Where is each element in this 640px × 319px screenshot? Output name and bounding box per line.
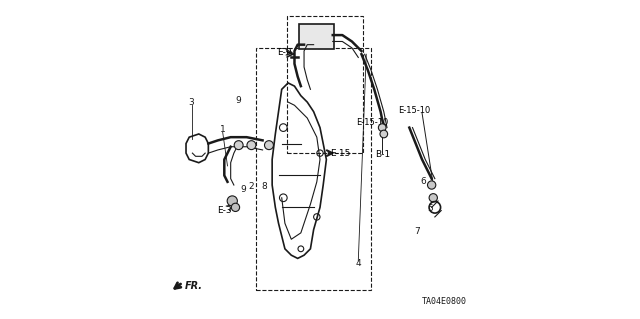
Text: 9: 9 <box>241 185 246 194</box>
Text: 5: 5 <box>427 204 433 213</box>
Text: E-15: E-15 <box>330 149 351 158</box>
Text: 4: 4 <box>355 259 361 268</box>
Text: E-3: E-3 <box>217 206 232 215</box>
Text: E-15-10: E-15-10 <box>356 118 388 127</box>
Bar <box>256 48 371 290</box>
Text: E-9: E-9 <box>277 48 292 57</box>
Text: B-1: B-1 <box>374 150 390 159</box>
Circle shape <box>247 141 256 150</box>
Text: 2: 2 <box>248 182 254 191</box>
Text: 1: 1 <box>220 125 225 134</box>
Circle shape <box>380 130 388 138</box>
Circle shape <box>378 124 386 131</box>
Text: 9: 9 <box>236 96 241 105</box>
Text: FR.: FR. <box>184 280 202 291</box>
Text: 6: 6 <box>421 177 426 186</box>
Circle shape <box>429 194 437 202</box>
Circle shape <box>428 181 436 189</box>
Text: E-15-10: E-15-10 <box>398 106 430 115</box>
Circle shape <box>231 203 239 211</box>
Text: TA04E0800: TA04E0800 <box>422 297 467 306</box>
Circle shape <box>234 141 243 150</box>
Circle shape <box>227 196 237 206</box>
Text: 3: 3 <box>188 98 194 107</box>
Text: 8: 8 <box>261 182 267 191</box>
Circle shape <box>264 141 273 150</box>
Bar <box>287 16 363 153</box>
Text: 7: 7 <box>415 227 420 236</box>
FancyBboxPatch shape <box>300 24 334 49</box>
